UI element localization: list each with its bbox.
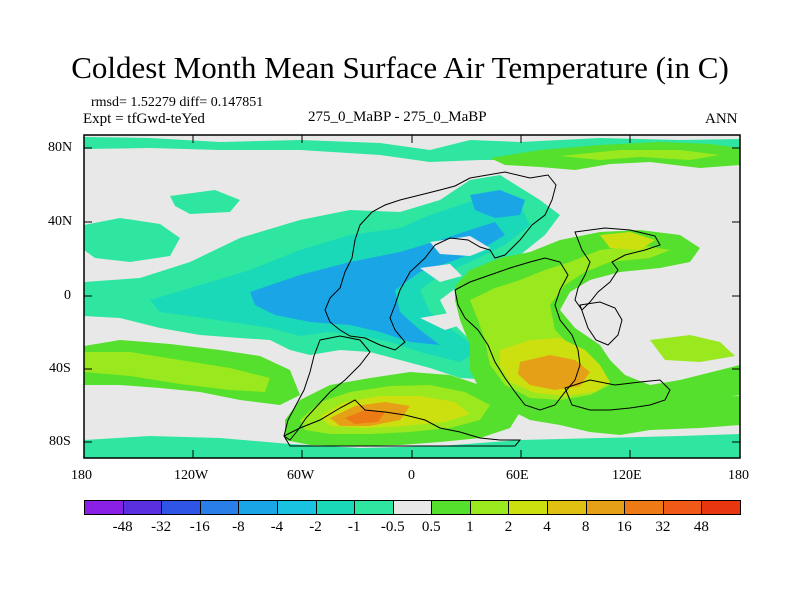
legend-label: 4	[543, 519, 551, 535]
legend-color-box	[315, 500, 356, 515]
map-title: Coldest Month Mean Surface Air Temperatu…	[71, 50, 729, 85]
x-tick-label: 120E	[612, 468, 642, 483]
legend-label: 8	[581, 519, 590, 535]
legend-color-box	[392, 500, 433, 515]
arctic-warm-core	[560, 150, 720, 160]
legend-color-box	[547, 500, 587, 515]
maritime-outline	[579, 301, 623, 346]
y-tick-label: 40N	[48, 214, 73, 229]
australia-outline	[564, 379, 671, 411]
clear-patch-3	[420, 312, 470, 330]
north-cold-core	[470, 190, 525, 218]
comparison-label: 275_0_MaBP - 275_0_MaBP	[308, 109, 487, 125]
antarctica-outline	[283, 399, 522, 447]
legend-label: 2	[504, 519, 513, 535]
x-tick-label: 120W	[174, 468, 209, 483]
antarctic-peak-core	[345, 410, 385, 424]
legend-label: -0.5	[380, 519, 405, 535]
southeast-warm-strip	[600, 396, 740, 430]
legend-color-box	[585, 500, 626, 515]
clear-patch-2	[420, 264, 462, 282]
legend-color-box	[354, 500, 394, 515]
north-pacific-cold-patch	[170, 190, 240, 214]
x-tick-label: 0	[408, 468, 415, 483]
legend-color-box	[238, 500, 278, 515]
legend-color-box	[469, 500, 510, 515]
legend-label: -4	[270, 519, 284, 535]
x-tick-label: 60W	[287, 468, 315, 483]
legend-color-box	[701, 500, 741, 515]
x-tick-label: 60E	[506, 468, 529, 483]
x-tick-label: 180	[728, 468, 749, 483]
x-axis-ticks	[83, 135, 741, 458]
legend-color-box	[508, 500, 549, 515]
legend-label: -2	[309, 519, 322, 535]
legend-label: -8	[232, 519, 245, 535]
legend-label: -48	[112, 519, 133, 535]
legend-color-box	[662, 500, 703, 515]
contour-fill-layer	[84, 135, 740, 458]
legend-color-box	[84, 500, 124, 515]
asia-warm-patch	[600, 232, 655, 250]
period-label: ANN	[705, 111, 738, 127]
south-pacific-warm-core	[84, 352, 270, 392]
legend-label: -32	[151, 519, 172, 535]
y-tick-label: 0	[64, 288, 71, 303]
south-east-warm-patch	[650, 335, 735, 362]
legend-color-box	[161, 500, 201, 515]
y-tick-label: 80S	[49, 434, 71, 449]
legend-color-box	[199, 500, 240, 515]
rmsd-diff-stats: rmsd= 1.52279 diff= 0.147851	[91, 95, 264, 110]
continent-outlines	[283, 171, 671, 447]
x-tick-label: 180	[71, 468, 92, 483]
legend-label: 1	[466, 519, 474, 535]
legend-label: 16	[616, 519, 632, 535]
africa-hot-core	[518, 355, 590, 390]
legend-label: 0.5	[421, 519, 441, 535]
y-axis-ticks	[84, 147, 740, 443]
south-america-outline	[283, 335, 371, 441]
legend-label: 32	[655, 519, 671, 535]
southern-cold-strip	[84, 434, 740, 458]
experiment-label: Expt = tfGwd-teYed	[83, 111, 205, 127]
clear-patch	[430, 236, 490, 256]
eurasia-outline	[574, 227, 661, 311]
africa-outline	[454, 257, 581, 411]
legend-color-box	[431, 500, 471, 515]
y-tick-label: 40S	[49, 361, 71, 376]
y-tick-label: 80N	[48, 140, 73, 155]
legend-color-box	[122, 500, 163, 515]
legend-color-box	[276, 500, 317, 515]
legend-label: -1	[347, 519, 361, 535]
legend-label: 48	[693, 519, 709, 535]
america-outline	[324, 171, 557, 351]
legend-label: -16	[189, 519, 210, 535]
north-pacific-cold-patch-2	[84, 218, 180, 262]
legend-color-box	[624, 500, 664, 515]
